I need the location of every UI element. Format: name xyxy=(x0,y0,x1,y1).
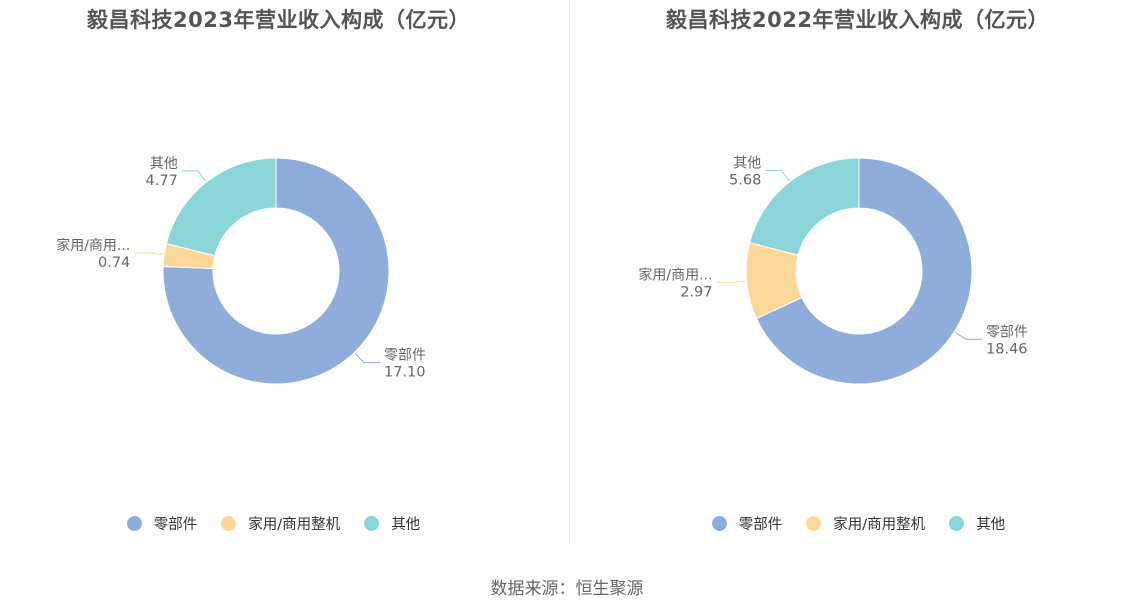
leader-line xyxy=(954,331,983,340)
legend-label: 家用/商用整机 xyxy=(248,517,341,533)
legend-item-other[interactable]: 其他 xyxy=(364,513,420,534)
legend-label: 其他 xyxy=(976,517,1006,533)
leader-line xyxy=(765,170,790,182)
legend-marker-appliance xyxy=(806,516,822,531)
slice-label-value: 4.77 xyxy=(146,173,178,189)
slice-label-name: 家用/商用... xyxy=(638,266,712,283)
slice-label-name: 其他 xyxy=(150,156,178,172)
legend-item-other[interactable]: 其他 xyxy=(949,513,1005,534)
slice-label-value: 2.97 xyxy=(680,284,712,300)
legend-item-appliance[interactable]: 家用/商用整机 xyxy=(806,513,925,534)
legend-marker-appliance xyxy=(221,516,237,531)
legend-label: 家用/商用整机 xyxy=(833,517,926,533)
legend: 零部件 家用/商用整机 其他 xyxy=(567,513,1134,534)
panel-divider xyxy=(569,0,570,545)
chart-panel-2023: 毅昌科技2023年营业收入构成（亿元） 零部件 17.10 家用/商用... 0.74… xyxy=(0,0,567,545)
chart-panel-2022: 毅昌科技2022年营业收入构成（亿元） 零部件 18.46 家用/商用... 2.97… xyxy=(567,0,1134,545)
slice-parts[interactable] xyxy=(755,157,973,385)
legend-marker-other xyxy=(364,516,380,531)
slice-label-value: 0.74 xyxy=(98,255,130,271)
legend-marker-parts xyxy=(126,516,142,531)
slice-label-value: 18.46 xyxy=(986,341,1028,357)
legend-label: 零部件 xyxy=(153,517,198,533)
chart-title: 毅昌科技2022年营业收入构成（亿元） xyxy=(666,8,1049,32)
leader-line xyxy=(134,252,164,256)
legend-label: 其他 xyxy=(391,517,421,533)
leader-line xyxy=(716,280,746,283)
legend-item-appliance[interactable]: 家用/商用整机 xyxy=(221,513,340,534)
leader-line xyxy=(354,352,381,364)
slice-label-value: 5.68 xyxy=(729,173,761,189)
slice-label-name: 零部件 xyxy=(986,324,1028,340)
legend-marker-other xyxy=(949,516,965,531)
legend-item-parts[interactable]: 零部件 xyxy=(711,513,783,534)
slice-parts[interactable] xyxy=(162,157,390,385)
legend-marker-parts xyxy=(711,516,727,531)
legend-label: 零部件 xyxy=(738,517,783,533)
data-source-note: 数据来源：恒生聚源 xyxy=(490,579,644,599)
slice-label-value: 17.10 xyxy=(384,365,426,381)
slice-label-name: 零部件 xyxy=(384,348,426,364)
slice-other[interactable] xyxy=(749,157,860,256)
slice-label-name: 家用/商用... xyxy=(56,237,130,254)
legend: 零部件 家用/商用整机 其他 xyxy=(0,513,567,534)
slice-label-name: 其他 xyxy=(733,156,761,172)
chart-title: 毅昌科技2023年营业收入构成（亿元） xyxy=(87,8,470,32)
legend-item-parts[interactable]: 零部件 xyxy=(126,513,198,534)
slice-other[interactable] xyxy=(165,157,277,257)
leader-line xyxy=(181,170,207,182)
